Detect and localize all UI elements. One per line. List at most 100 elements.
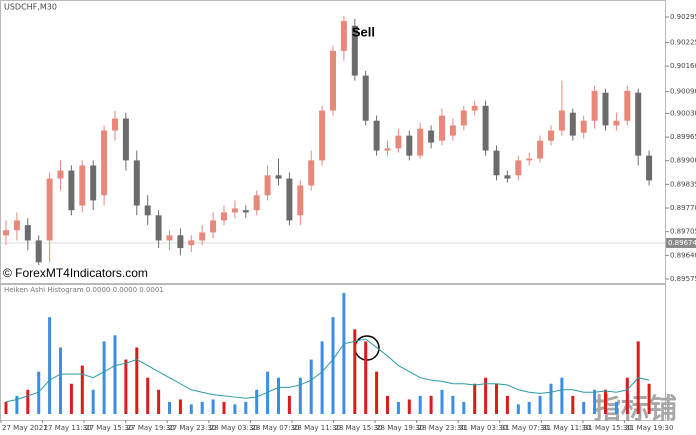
y-tick-label: 0.89835 bbox=[670, 180, 696, 188]
histogram-bar bbox=[135, 347, 139, 414]
candle-body bbox=[580, 120, 587, 133]
candle-body bbox=[57, 170, 64, 179]
histogram-bar bbox=[309, 359, 313, 414]
y-tick-label: 0.90295 bbox=[670, 13, 696, 21]
histogram-bar bbox=[277, 377, 280, 414]
candle-body bbox=[35, 240, 42, 263]
histogram-bar bbox=[505, 395, 509, 414]
histogram-bar bbox=[386, 395, 389, 414]
candle-body bbox=[144, 205, 151, 216]
candle-body bbox=[351, 25, 358, 76]
x-tick-label: 27 May 19:30 bbox=[127, 424, 175, 432]
histogram-bar bbox=[549, 383, 553, 414]
x-tick-label: 31 May 07:30 bbox=[501, 424, 549, 432]
candle-body bbox=[548, 130, 554, 141]
candle-body bbox=[460, 110, 467, 126]
candle-body bbox=[199, 232, 206, 241]
histogram-bar bbox=[287, 395, 291, 414]
histogram-bar bbox=[538, 395, 542, 414]
candle-body bbox=[646, 155, 653, 181]
candle-body bbox=[112, 118, 118, 131]
histogram-bar bbox=[451, 395, 455, 414]
histogram-bar bbox=[48, 317, 52, 414]
histogram-bar bbox=[320, 341, 324, 414]
candle-body bbox=[155, 215, 162, 241]
candle-body bbox=[122, 118, 129, 161]
histogram-bar bbox=[604, 389, 607, 414]
candle-body bbox=[264, 175, 271, 196]
chart-title: USDCHF,M30 bbox=[4, 3, 57, 12]
x-tick-label: 28 May 15:30 bbox=[335, 424, 383, 432]
candle-body bbox=[286, 178, 293, 221]
candle-body bbox=[362, 75, 369, 121]
histogram-bar bbox=[647, 383, 651, 414]
candle-body bbox=[177, 235, 184, 249]
histogram-bar bbox=[516, 404, 520, 414]
x-tick-label: 31 May 15:30 bbox=[584, 424, 632, 432]
candle-body bbox=[13, 220, 20, 231]
histogram-bar bbox=[59, 347, 62, 414]
candle-body bbox=[275, 175, 282, 179]
x-tick-label: 31 May 19:30 bbox=[625, 424, 673, 432]
histogram-bar bbox=[189, 404, 193, 414]
candle-body bbox=[68, 170, 75, 211]
histogram-bar bbox=[440, 389, 444, 414]
candle-body bbox=[319, 110, 326, 161]
histogram-bar bbox=[200, 401, 204, 414]
histogram-bar bbox=[80, 365, 84, 414]
candle-body bbox=[166, 235, 173, 241]
histogram-bar bbox=[560, 377, 564, 414]
candle-body bbox=[133, 160, 140, 206]
histogram-bar bbox=[364, 341, 368, 414]
candle-body bbox=[449, 125, 456, 136]
y-tick-label: 0.89575 bbox=[670, 275, 696, 283]
candle-body bbox=[613, 120, 620, 126]
candle-body bbox=[591, 90, 598, 121]
histogram-bar bbox=[168, 401, 171, 414]
histogram-bar bbox=[625, 377, 629, 414]
y-tick-label: 0.89965 bbox=[670, 133, 696, 141]
candle-body bbox=[558, 110, 565, 131]
histogram-bar bbox=[244, 401, 248, 414]
histogram-bar bbox=[91, 389, 95, 414]
x-tick-label: 28 May 07:30 bbox=[251, 424, 299, 432]
histogram-bar bbox=[331, 317, 335, 414]
candle-body bbox=[308, 160, 315, 186]
histogram-bar bbox=[255, 389, 259, 414]
histogram-bar bbox=[113, 335, 117, 414]
x-tick-label: 28 May 11:30 bbox=[293, 424, 341, 432]
histogram-bar bbox=[157, 389, 161, 414]
histogram-bar bbox=[102, 341, 106, 414]
histogram-bar bbox=[375, 371, 379, 414]
histogram-bar bbox=[124, 359, 128, 414]
candle-body bbox=[428, 130, 435, 143]
annotation: Sell bbox=[352, 24, 375, 39]
candle-body bbox=[493, 150, 500, 176]
x-tick-label: 27 May 23:30 bbox=[168, 424, 216, 432]
histogram-bar bbox=[614, 401, 618, 414]
candle-body bbox=[537, 140, 544, 159]
histogram-bar bbox=[593, 389, 597, 414]
histogram-bar bbox=[396, 401, 400, 414]
candle-body bbox=[624, 90, 631, 121]
candle-body bbox=[24, 225, 31, 241]
candle-body bbox=[373, 120, 380, 151]
x-tick-label: 27 May 15:30 bbox=[85, 424, 133, 432]
histogram-bar bbox=[298, 377, 302, 414]
histogram-bar bbox=[527, 401, 531, 414]
histogram-bar bbox=[418, 395, 422, 414]
watermark: © ForexMT4Indicators.com bbox=[3, 266, 148, 280]
histogram-bar bbox=[266, 371, 270, 414]
histogram-bar bbox=[178, 399, 182, 414]
candle-body bbox=[635, 92, 642, 156]
candle-body bbox=[569, 112, 576, 136]
histogram-bar bbox=[484, 377, 488, 414]
histogram-bar bbox=[146, 377, 150, 414]
candle-body bbox=[330, 50, 336, 111]
x-tick-label: 31 May 03:30 bbox=[459, 424, 507, 432]
